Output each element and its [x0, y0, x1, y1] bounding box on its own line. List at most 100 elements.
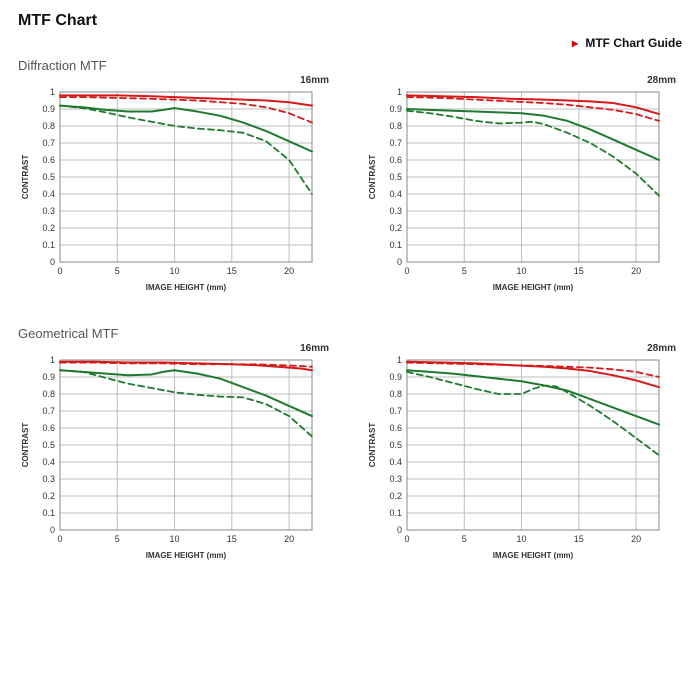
- svg-text:0.9: 0.9: [389, 104, 402, 114]
- svg-text:0.6: 0.6: [389, 423, 402, 433]
- svg-text:0: 0: [50, 525, 55, 535]
- chart-cell: 28mm00.10.20.30.40.50.60.70.80.910510152…: [365, 343, 682, 564]
- svg-text:0.8: 0.8: [389, 389, 402, 399]
- chart-cell: 16mm00.10.20.30.40.50.60.70.80.910510152…: [18, 75, 335, 296]
- svg-text:IMAGE HEIGHT (mm): IMAGE HEIGHT (mm): [146, 283, 227, 292]
- svg-text:0: 0: [404, 266, 409, 276]
- mtf-series: [407, 111, 659, 196]
- svg-text:0: 0: [397, 525, 402, 535]
- svg-text:0.2: 0.2: [42, 223, 55, 233]
- svg-text:0.9: 0.9: [42, 104, 55, 114]
- svg-text:0.1: 0.1: [389, 240, 402, 250]
- svg-text:IMAGE HEIGHT (mm): IMAGE HEIGHT (mm): [146, 551, 227, 560]
- svg-text:0.3: 0.3: [42, 474, 55, 484]
- svg-text:20: 20: [284, 266, 294, 276]
- svg-text:0.1: 0.1: [42, 240, 55, 250]
- svg-text:1: 1: [397, 87, 402, 97]
- mtf-series: [407, 372, 659, 455]
- svg-text:0.7: 0.7: [389, 406, 402, 416]
- svg-text:0.3: 0.3: [389, 474, 402, 484]
- svg-text:0.1: 0.1: [42, 508, 55, 518]
- focal-length-label: 16mm: [18, 343, 335, 354]
- svg-text:0.4: 0.4: [42, 189, 55, 199]
- svg-text:5: 5: [462, 534, 467, 544]
- guide-link-row: ▸ MTF Chart Guide: [18, 36, 682, 50]
- svg-text:0.2: 0.2: [42, 491, 55, 501]
- mtf-chart: 00.10.20.30.40.50.60.70.80.9105101520CON…: [18, 86, 318, 296]
- svg-text:0: 0: [57, 266, 62, 276]
- svg-text:0.8: 0.8: [389, 121, 402, 131]
- svg-text:10: 10: [170, 534, 180, 544]
- svg-text:0.5: 0.5: [389, 440, 402, 450]
- svg-text:0.7: 0.7: [42, 138, 55, 148]
- svg-text:0.5: 0.5: [389, 172, 402, 182]
- mtf-series: [407, 363, 659, 377]
- svg-text:CONTRAST: CONTRAST: [368, 423, 377, 468]
- svg-text:15: 15: [574, 266, 584, 276]
- svg-text:15: 15: [574, 534, 584, 544]
- svg-text:CONTRAST: CONTRAST: [368, 155, 377, 200]
- svg-text:0.4: 0.4: [389, 189, 402, 199]
- svg-text:0.6: 0.6: [42, 423, 55, 433]
- mtf-series: [60, 370, 312, 436]
- svg-text:0.5: 0.5: [42, 440, 55, 450]
- svg-text:0.7: 0.7: [42, 406, 55, 416]
- svg-text:0.8: 0.8: [42, 121, 55, 131]
- svg-text:0.3: 0.3: [389, 206, 402, 216]
- guide-arrow-icon: ▸: [572, 36, 578, 50]
- mtf-chart: 00.10.20.30.40.50.60.70.80.9105101520CON…: [365, 86, 665, 296]
- mtf-series: [60, 362, 312, 371]
- svg-text:15: 15: [227, 266, 237, 276]
- page-title: MTF Chart: [18, 12, 682, 30]
- svg-text:0: 0: [397, 257, 402, 267]
- svg-text:0.2: 0.2: [389, 223, 402, 233]
- svg-text:IMAGE HEIGHT (mm): IMAGE HEIGHT (mm): [493, 283, 574, 292]
- svg-text:CONTRAST: CONTRAST: [21, 155, 30, 200]
- svg-text:CONTRAST: CONTRAST: [21, 423, 30, 468]
- focal-length-label: 16mm: [18, 75, 335, 86]
- mtf-series: [407, 370, 659, 424]
- svg-text:0.4: 0.4: [389, 457, 402, 467]
- mtf-chart: 00.10.20.30.40.50.60.70.80.9105101520CON…: [18, 354, 318, 564]
- mtf-chart-guide-link[interactable]: MTF Chart Guide: [585, 36, 682, 50]
- svg-text:0.9: 0.9: [389, 372, 402, 382]
- mtf-series: [60, 106, 312, 194]
- svg-text:5: 5: [462, 266, 467, 276]
- svg-text:0.6: 0.6: [42, 155, 55, 165]
- svg-text:0.4: 0.4: [42, 457, 55, 467]
- svg-text:0.3: 0.3: [42, 206, 55, 216]
- svg-text:0.5: 0.5: [42, 172, 55, 182]
- svg-text:1: 1: [397, 355, 402, 365]
- svg-text:5: 5: [115, 266, 120, 276]
- chart-cell: 16mm00.10.20.30.40.50.60.70.80.910510152…: [18, 343, 335, 564]
- section-title: Geometrical MTF: [18, 326, 682, 341]
- svg-text:0.6: 0.6: [389, 155, 402, 165]
- svg-text:10: 10: [170, 266, 180, 276]
- svg-text:0.7: 0.7: [389, 138, 402, 148]
- svg-text:0: 0: [57, 534, 62, 544]
- focal-length-label: 28mm: [365, 343, 682, 354]
- mtf-series: [407, 109, 659, 160]
- svg-text:0.9: 0.9: [42, 372, 55, 382]
- mtf-chart: 00.10.20.30.40.50.60.70.80.9105101520CON…: [365, 354, 665, 564]
- svg-text:0.1: 0.1: [389, 508, 402, 518]
- svg-text:10: 10: [517, 266, 527, 276]
- svg-text:0.8: 0.8: [42, 389, 55, 399]
- section-title: Diffraction MTF: [18, 58, 682, 73]
- svg-text:20: 20: [631, 534, 641, 544]
- svg-text:5: 5: [115, 534, 120, 544]
- svg-text:15: 15: [227, 534, 237, 544]
- svg-text:1: 1: [50, 355, 55, 365]
- focal-length-label: 28mm: [365, 75, 682, 86]
- chart-grid: 16mm00.10.20.30.40.50.60.70.80.910510152…: [18, 75, 682, 296]
- svg-text:0: 0: [50, 257, 55, 267]
- svg-text:IMAGE HEIGHT (mm): IMAGE HEIGHT (mm): [493, 551, 574, 560]
- svg-text:1: 1: [50, 87, 55, 97]
- svg-text:20: 20: [284, 534, 294, 544]
- svg-text:10: 10: [517, 534, 527, 544]
- mtf-series: [60, 106, 312, 152]
- chart-cell: 28mm00.10.20.30.40.50.60.70.80.910510152…: [365, 75, 682, 296]
- svg-text:20: 20: [631, 266, 641, 276]
- svg-text:0: 0: [404, 534, 409, 544]
- chart-grid: 16mm00.10.20.30.40.50.60.70.80.910510152…: [18, 343, 682, 564]
